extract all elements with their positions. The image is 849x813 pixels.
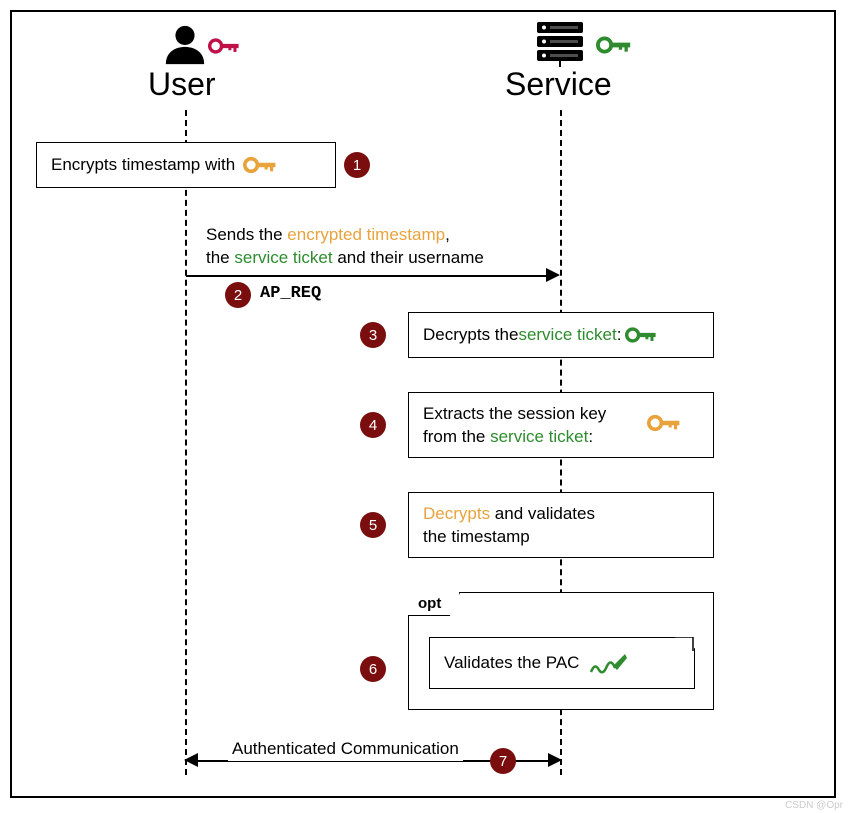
server-icon bbox=[532, 20, 588, 68]
watermark: CSDN @Opr bbox=[785, 800, 843, 811]
step1-box: Encrypts timestamp with bbox=[36, 142, 336, 188]
badge-6: 6 bbox=[360, 656, 386, 682]
badge-5: 5 bbox=[360, 512, 386, 538]
step4-box: Extracts the session key from the servic… bbox=[408, 392, 714, 458]
user-lifeline bbox=[185, 110, 187, 775]
badge-1: 1 bbox=[344, 152, 370, 178]
user-label: User bbox=[148, 66, 216, 103]
user-key-icon bbox=[208, 36, 242, 56]
step5-box: Decrypts and validates the timestamp bbox=[408, 492, 714, 558]
session-key-small-icon bbox=[647, 413, 683, 433]
step1-text: Encrypts timestamp with bbox=[51, 155, 235, 175]
badge-7: 7 bbox=[490, 748, 516, 774]
step2-label: AP_REQ bbox=[260, 284, 321, 303]
signature-icon bbox=[589, 650, 629, 676]
session-key-icon bbox=[243, 155, 279, 175]
step2-arrowhead bbox=[546, 268, 560, 282]
step2-text: Sends the encrypted timestamp, the servi… bbox=[206, 224, 484, 270]
badge-3: 3 bbox=[360, 322, 386, 348]
badge-2: 2 bbox=[225, 282, 251, 308]
user-icon bbox=[162, 22, 208, 68]
opt-label: opt bbox=[408, 592, 460, 616]
diagram-canvas: User Service Encrypts timestamp with 1 S… bbox=[0, 0, 849, 813]
opt-box: opt Validates the PAC bbox=[408, 592, 714, 710]
step7-arrowhead-l bbox=[184, 753, 198, 767]
folded-corner-icon bbox=[671, 637, 695, 653]
step7-text: Authenticated Communication bbox=[228, 738, 463, 761]
service-label: Service bbox=[505, 66, 612, 103]
step7-arrowhead-r bbox=[548, 753, 562, 767]
service-key-small-icon bbox=[625, 326, 659, 344]
step2-arrow bbox=[186, 275, 548, 277]
step6-inner-box: Validates the PAC bbox=[429, 637, 695, 689]
service-key-icon bbox=[596, 34, 634, 56]
badge-4: 4 bbox=[360, 412, 386, 438]
step3-box: Decrypts the service ticket: bbox=[408, 312, 714, 358]
